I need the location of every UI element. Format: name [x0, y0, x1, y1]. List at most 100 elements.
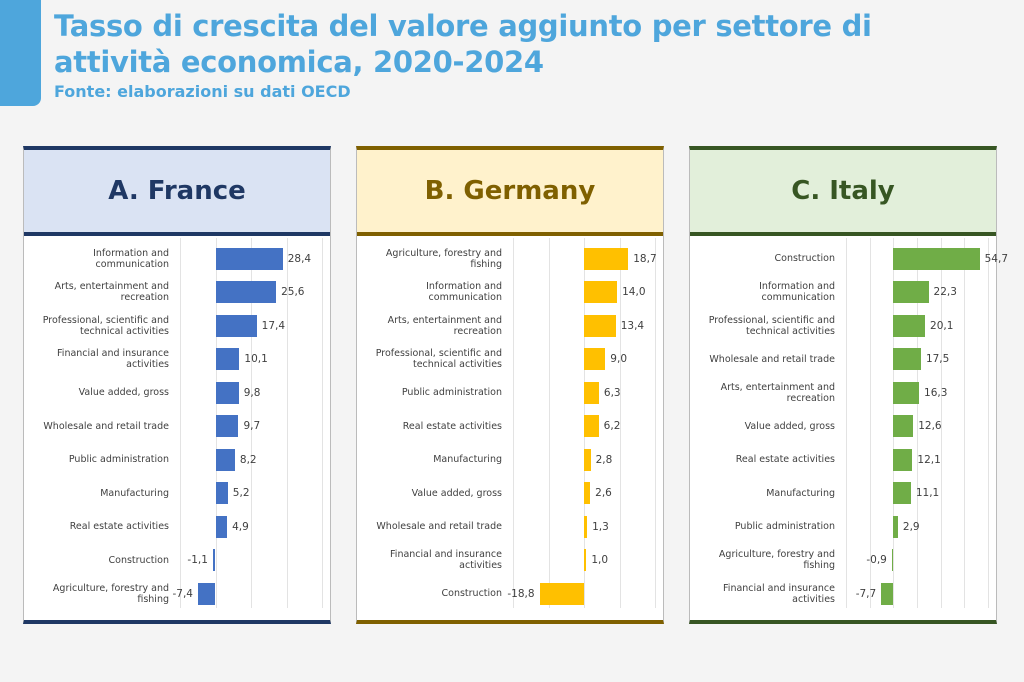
panel-france: A. France Information and communication 2…	[23, 146, 331, 624]
bar	[881, 582, 894, 605]
category-label: Construction	[774, 253, 836, 264]
category-label: Agriculture, forestry and fishing	[52, 582, 169, 605]
data-label: 2,9	[902, 520, 920, 533]
category-label: Construction	[441, 588, 503, 599]
gridline	[513, 238, 514, 608]
category-label: Value added, gross	[78, 387, 169, 398]
category-label: Value added, gross	[744, 420, 835, 432]
data-label: 17,4	[261, 319, 286, 332]
category-label: Financial and insurance activities	[57, 348, 169, 370]
data-label: 1,3	[592, 520, 609, 533]
data-label: 54,7	[984, 252, 1009, 265]
bar	[215, 415, 239, 437]
data-label: 13,4	[620, 319, 645, 332]
panel-title: C. Italy	[690, 150, 996, 236]
data-label: 2,6	[595, 487, 612, 499]
panel-title: B. Germany	[357, 150, 663, 236]
category-label: Manufacturing	[766, 487, 835, 499]
bar	[893, 247, 980, 270]
title-accent-bar	[0, 0, 41, 106]
gridline	[286, 238, 288, 608]
category-label: Real estate activities	[735, 454, 835, 465]
category-label: Agriculture, forestry and fishing	[385, 247, 502, 270]
category-label: Agriculture, forestry and fishing	[718, 549, 835, 571]
bar	[584, 348, 606, 370]
data-label: 20,1	[930, 319, 954, 332]
bar	[584, 448, 591, 471]
panel-italy: C. Italy Construction 54,7 Information and…	[689, 146, 1008, 624]
data-label: 17,5	[925, 353, 950, 365]
category-label: Information and communication	[759, 281, 835, 303]
bar	[215, 314, 257, 337]
data-label: 4,9	[232, 520, 249, 533]
bar	[197, 582, 216, 605]
bar	[584, 415, 599, 437]
data-label: 9,0	[610, 353, 627, 365]
category-label: Real estate activities	[402, 420, 502, 432]
bar	[215, 515, 228, 538]
category-label: Public administration	[734, 521, 835, 532]
bar	[893, 314, 926, 337]
data-label: 14,0	[622, 286, 646, 298]
bar	[215, 281, 277, 303]
bar	[584, 381, 599, 404]
data-label: 6,3	[603, 386, 621, 399]
bar	[215, 482, 228, 504]
bar	[584, 549, 587, 571]
gridline	[619, 238, 621, 608]
category-label: Arts, entertainment and recreation	[54, 281, 169, 303]
category-label: Arts, entertainment and recreation	[720, 381, 835, 404]
category-label: Public administration	[68, 454, 169, 465]
bar	[584, 314, 616, 337]
data-label: 11,1	[915, 487, 940, 499]
category-label: Financial and insurance activities	[723, 582, 835, 605]
data-label: 5,2	[232, 487, 250, 499]
gridline	[180, 238, 181, 608]
category-label: Manufacturing	[433, 454, 502, 465]
data-label: 18,7	[633, 252, 657, 265]
bar	[584, 247, 629, 270]
gridline	[655, 238, 656, 608]
category-label: Professional, scientific and technical a…	[42, 314, 169, 337]
bar	[893, 281, 929, 303]
data-label: 1,0	[591, 554, 609, 566]
gridline	[988, 238, 989, 608]
panel-title: A. France	[24, 150, 330, 236]
category-label: Information and communication	[93, 247, 169, 270]
category-label: Wholesale and retail trade	[709, 353, 835, 365]
data-label: 22,3	[933, 286, 957, 298]
data-label: 10,1	[244, 353, 268, 365]
category-label: Wholesale and retail trade	[376, 521, 502, 532]
gridline	[322, 238, 323, 608]
category-label: Professional, scientific and technical a…	[708, 314, 835, 337]
data-label: -7,4	[172, 587, 194, 600]
data-label: 6,2	[603, 420, 621, 432]
gridline	[846, 238, 847, 608]
bar	[215, 247, 283, 270]
bar	[215, 381, 239, 404]
bar	[893, 448, 913, 471]
category-label: Value added, gross	[411, 487, 502, 499]
data-label: 25,6	[281, 286, 305, 298]
category-label: Construction	[108, 554, 170, 566]
bar	[893, 348, 921, 370]
bar	[212, 549, 216, 571]
data-label: -18,8	[507, 587, 535, 600]
bar	[891, 549, 894, 571]
page-title: Tasso di crescita del valore aggiunto pe…	[54, 9, 872, 79]
category-label: Financial and insurance activities	[390, 549, 502, 571]
category-label: Manufacturing	[100, 487, 169, 499]
category-label: Wholesale and retail trade	[43, 420, 169, 432]
bar-chart: Agriculture, forestry and fishing 18,7 Inf…	[357, 238, 663, 620]
data-label: 9,8	[243, 386, 261, 399]
category-label: Information and communication	[426, 281, 502, 303]
gridline	[917, 238, 918, 608]
gridline	[869, 238, 871, 608]
bar	[584, 515, 588, 538]
data-label: 2,8	[595, 453, 613, 466]
data-label: -0,9	[866, 554, 887, 566]
data-label: 8,2	[239, 453, 257, 466]
category-label: Arts, entertainment and recreation	[387, 314, 502, 337]
gridline	[964, 238, 966, 608]
gridline	[940, 238, 942, 608]
